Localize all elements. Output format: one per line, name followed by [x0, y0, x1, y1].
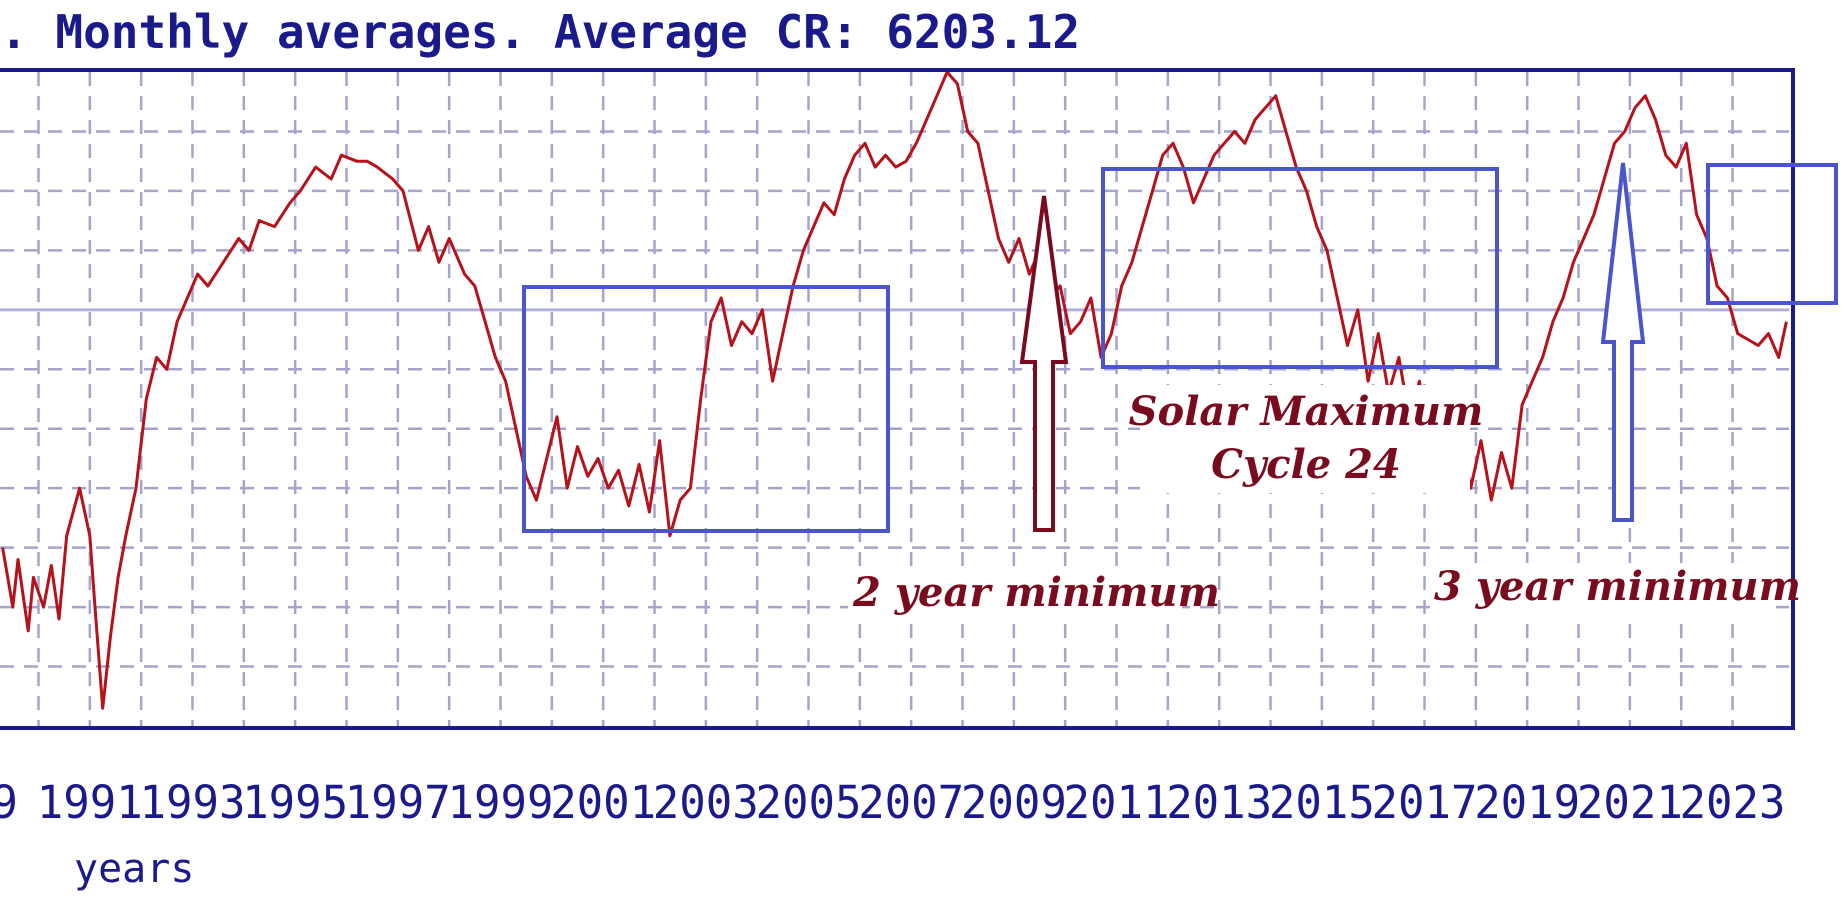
- x-tick-label: 2019: [1474, 776, 1580, 829]
- annotation-2-year-minimum: 2 year minimum: [852, 569, 1220, 616]
- x-tick-label: 1999: [448, 776, 554, 829]
- annotation-3-year-minimum: 3 year minimum: [1434, 563, 1801, 610]
- x-tick-label: 2011: [1064, 776, 1170, 829]
- x-tick-label: 2001: [550, 776, 656, 829]
- x-tick-label: 2023: [1680, 776, 1786, 829]
- x-tick-label: 1993: [140, 776, 246, 829]
- x-tick-label: 2003: [653, 776, 759, 829]
- x-tick-label: 1997: [345, 776, 451, 829]
- arrow-up-blue: [1600, 162, 1646, 522]
- x-tick-label: 2005: [756, 776, 862, 829]
- arrow-up-dark-red: [1019, 195, 1069, 532]
- highlight-box-2023: [1706, 163, 1838, 305]
- x-axis-label: years: [74, 846, 194, 892]
- x-tick-labels: 9 19911993199519971999200120032005200720…: [0, 776, 1786, 829]
- x-tick-label: 2017: [1372, 776, 1478, 829]
- chart-title: . Monthly averages. Average CR: 6203.12: [0, 5, 1080, 59]
- x-tick-label: 1995: [242, 776, 348, 829]
- annotation-backing: [1140, 385, 1470, 493]
- annotation-backing: [848, 566, 1182, 624]
- x-tick-fragment: 9: [0, 776, 18, 829]
- highlight-box-2001-2005: [522, 285, 890, 533]
- annotation-backing: [1430, 563, 1768, 621]
- x-tick-label: 2007: [858, 776, 964, 829]
- annotation-solar-maximum: Solar Maximum: [1129, 388, 1484, 435]
- annotation-cycle-24: Cycle 24: [1211, 441, 1401, 488]
- x-tick-label: 2013: [1166, 776, 1272, 829]
- x-tick-label: 1991: [37, 776, 143, 829]
- grid-lines: [0, 72, 1789, 726]
- x-tick-label: 2015: [1269, 776, 1375, 829]
- plot-frame: [0, 68, 1795, 730]
- highlight-box-2011-2017: [1101, 167, 1499, 369]
- x-tick-label: 2009: [961, 776, 1067, 829]
- x-tick-label: 2021: [1577, 776, 1683, 829]
- series-line: [1, 70, 1788, 710]
